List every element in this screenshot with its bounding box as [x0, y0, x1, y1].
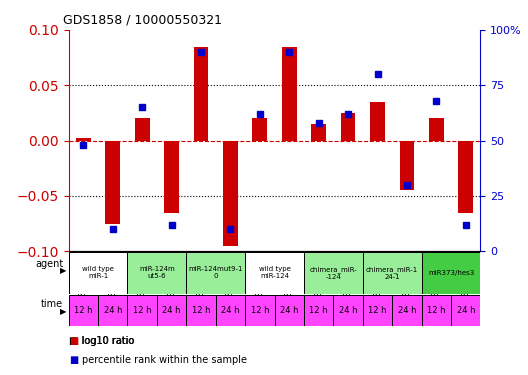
Text: ▶: ▶	[60, 266, 66, 275]
Text: ■: ■	[69, 355, 78, 365]
Text: ▶: ▶	[60, 308, 66, 316]
Bar	[304, 252, 363, 294]
Bar	[76, 138, 91, 141]
Bar	[341, 113, 355, 141]
Bar	[245, 295, 275, 326]
Bar	[252, 118, 267, 141]
Bar	[186, 295, 216, 326]
Bar	[451, 295, 480, 326]
Text: 24 h: 24 h	[339, 306, 357, 315]
Bar	[157, 295, 186, 326]
Bar	[275, 295, 304, 326]
Bar	[422, 252, 480, 294]
Bar	[216, 295, 245, 326]
Bar	[333, 295, 363, 326]
Bar	[106, 141, 120, 224]
Bar	[363, 252, 422, 294]
Bar	[422, 295, 451, 326]
Text: miR373/hes3: miR373/hes3	[428, 270, 474, 276]
Text: 12 h: 12 h	[251, 306, 269, 315]
Bar	[186, 252, 245, 294]
Bar	[69, 252, 127, 294]
Text: ■: ■	[69, 336, 78, 346]
Text: wild type
miR-1: wild type miR-1	[82, 266, 114, 279]
Bar	[135, 118, 149, 141]
Text: 12 h: 12 h	[309, 306, 328, 315]
Text: log10 ratio: log10 ratio	[82, 336, 135, 346]
Text: chimera_miR-1
24-1: chimera_miR-1 24-1	[366, 266, 418, 280]
Bar	[245, 252, 304, 294]
Text: chimera_miR-
-124: chimera_miR- -124	[309, 266, 357, 280]
Bar	[392, 295, 422, 326]
Text: 12 h: 12 h	[368, 306, 387, 315]
Text: 12 h: 12 h	[133, 306, 152, 315]
Bar	[304, 295, 333, 326]
Bar	[370, 102, 385, 141]
Text: miR-124mut9-1
0: miR-124mut9-1 0	[188, 266, 243, 279]
Text: 24 h: 24 h	[280, 306, 298, 315]
Text: GDS1858 / 10000550321: GDS1858 / 10000550321	[63, 13, 222, 26]
Text: 24 h: 24 h	[221, 306, 240, 315]
Text: percentile rank within the sample: percentile rank within the sample	[82, 355, 247, 365]
Bar	[400, 141, 414, 190]
Text: miR-124m
ut5-6: miR-124m ut5-6	[139, 266, 175, 279]
Bar	[194, 46, 209, 141]
Text: 24 h: 24 h	[457, 306, 475, 315]
Bar	[363, 295, 392, 326]
Bar	[164, 141, 179, 213]
Text: ■ log10 ratio: ■ log10 ratio	[69, 336, 134, 346]
Bar	[223, 141, 238, 246]
Bar	[69, 295, 98, 326]
Text: 24 h: 24 h	[398, 306, 416, 315]
Bar	[282, 46, 297, 141]
Text: 12 h: 12 h	[192, 306, 210, 315]
Text: 24 h: 24 h	[162, 306, 181, 315]
Bar	[98, 295, 127, 326]
Bar	[127, 252, 186, 294]
Bar	[429, 118, 444, 141]
Text: wild type
miR-124: wild type miR-124	[259, 266, 290, 279]
Text: 24 h: 24 h	[103, 306, 122, 315]
Bar	[312, 124, 326, 141]
Text: time: time	[41, 299, 63, 309]
Bar	[127, 295, 157, 326]
Bar	[458, 141, 473, 213]
Text: 12 h: 12 h	[427, 306, 446, 315]
Text: 12 h: 12 h	[74, 306, 92, 315]
Text: agent: agent	[35, 259, 63, 269]
